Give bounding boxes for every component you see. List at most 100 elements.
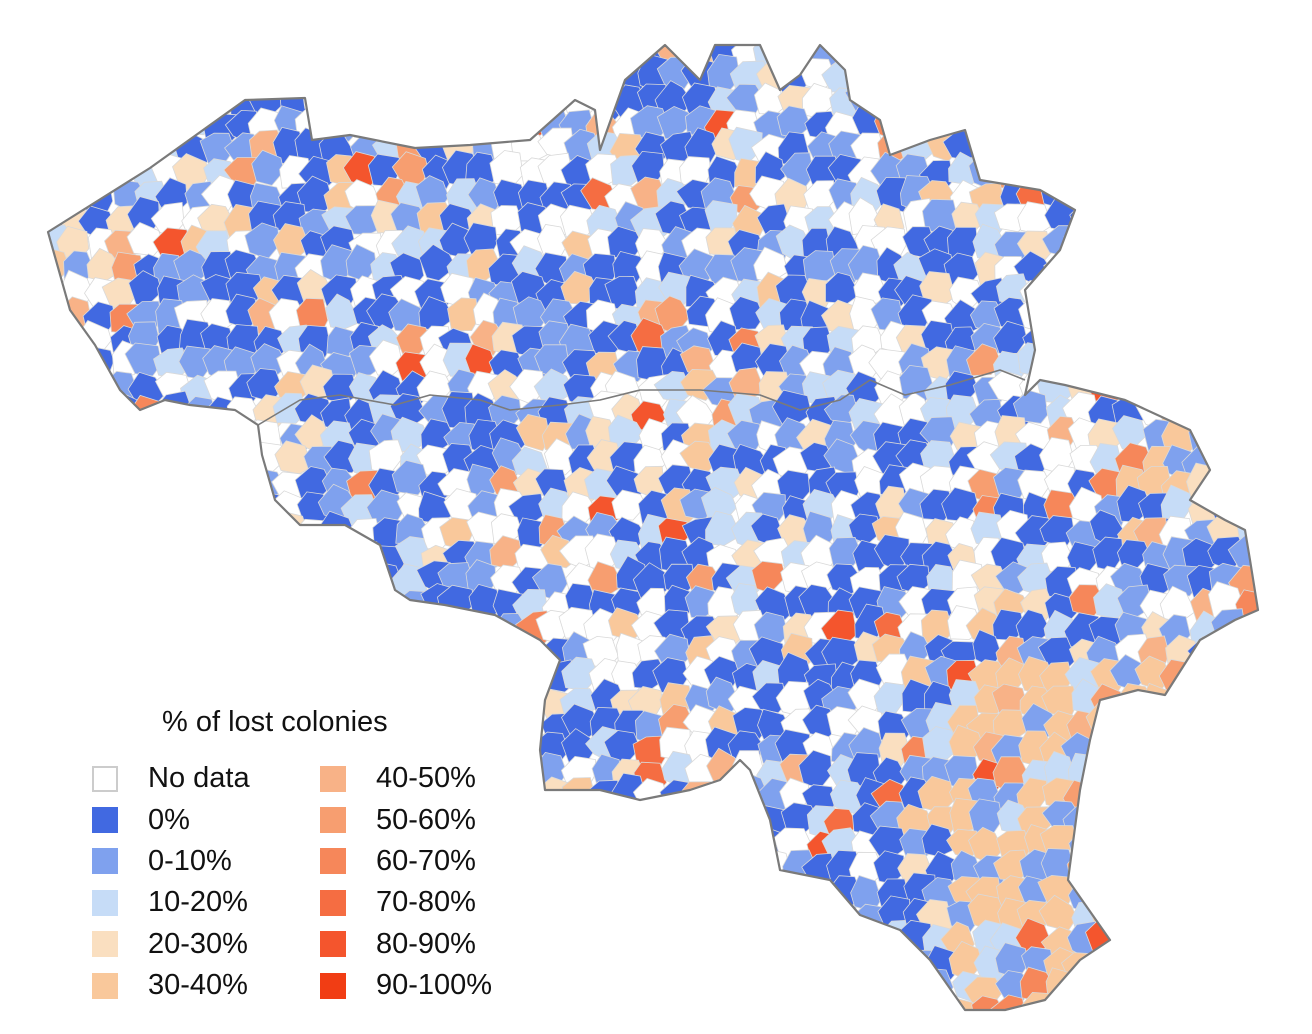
municipality (1064, 225, 1100, 258)
municipality (229, 441, 261, 476)
municipality (1212, 271, 1245, 306)
municipality (663, 996, 696, 1026)
municipality (272, 588, 308, 617)
municipality (126, 565, 162, 594)
municipality (1181, 993, 1220, 1028)
municipality (1258, 830, 1296, 862)
municipality (155, 470, 186, 504)
municipality (134, 61, 167, 92)
municipality (1210, 299, 1244, 336)
municipality (1119, 949, 1153, 987)
municipality (370, 109, 403, 144)
municipality (1139, 706, 1171, 739)
municipality (1230, 270, 1268, 306)
municipality (1255, 393, 1292, 425)
municipality (1090, 966, 1128, 1005)
municipality (1258, 876, 1291, 909)
municipality (205, 562, 237, 594)
municipality (58, 463, 93, 498)
municipality (1258, 39, 1293, 73)
municipality (275, 538, 310, 572)
municipality (200, 467, 237, 501)
municipality (607, 946, 644, 977)
municipality (180, 59, 212, 90)
municipality (85, 421, 118, 454)
municipality (928, 996, 959, 1030)
legend-label: 0-10% (148, 845, 232, 878)
municipality (535, 57, 572, 95)
municipality (153, 633, 188, 670)
municipality (1209, 829, 1244, 864)
municipality (1114, 271, 1148, 308)
municipality (1160, 230, 1194, 261)
municipality (1214, 731, 1253, 766)
municipality (181, 416, 215, 448)
municipality (1188, 822, 1220, 858)
municipality (1258, 678, 1294, 712)
legend-item: No data (92, 758, 250, 799)
municipality (1145, 39, 1177, 74)
municipality (233, 491, 264, 527)
municipality (61, 109, 96, 144)
municipality (32, 110, 64, 143)
municipality (84, 660, 124, 692)
municipality (278, 37, 312, 69)
municipality (30, 394, 64, 426)
municipality (753, 966, 788, 1002)
municipality (250, 34, 282, 70)
municipality (153, 62, 186, 96)
municipality (633, 993, 668, 1027)
municipality (393, 80, 430, 114)
municipality (1185, 206, 1218, 238)
municipality (1188, 252, 1219, 287)
municipality (998, 33, 1031, 72)
municipality (565, 38, 598, 69)
municipality (86, 638, 120, 669)
municipality (39, 584, 73, 616)
municipality (1256, 468, 1294, 498)
municipality (539, 925, 571, 961)
municipality (1117, 297, 1150, 332)
municipality (1112, 782, 1148, 818)
municipality (1186, 944, 1223, 980)
municipality (322, 614, 360, 649)
municipality (1090, 275, 1126, 304)
municipality (33, 56, 66, 89)
municipality (634, 948, 668, 984)
legend-swatch (92, 848, 118, 874)
municipality (1156, 325, 1194, 359)
municipality (319, 562, 354, 596)
municipality (1093, 301, 1126, 338)
municipality (420, 82, 456, 113)
municipality (1212, 174, 1246, 213)
municipality (55, 81, 91, 112)
municipality (755, 901, 790, 933)
municipality (1167, 753, 1201, 784)
municipality (1259, 734, 1293, 769)
municipality (779, 974, 811, 1004)
municipality (1165, 273, 1199, 303)
municipality (606, 801, 640, 837)
municipality (368, 81, 404, 113)
municipality (1236, 777, 1271, 817)
municipality (1139, 89, 1177, 117)
municipality (1263, 87, 1295, 123)
municipality (1047, 58, 1078, 96)
municipality (34, 34, 73, 69)
municipality (84, 442, 121, 478)
municipality (1260, 514, 1296, 549)
municipality (1208, 944, 1245, 976)
municipality (1086, 87, 1123, 121)
municipality (347, 55, 385, 90)
legend-swatch (92, 807, 118, 833)
municipality (155, 441, 192, 479)
municipality (799, 878, 835, 913)
municipality (617, 846, 647, 883)
municipality (230, 589, 267, 625)
municipality (223, 421, 257, 454)
municipality (1262, 998, 1294, 1034)
municipality (1159, 780, 1193, 813)
municipality (110, 539, 141, 569)
municipality (208, 443, 244, 476)
municipality (779, 897, 815, 930)
